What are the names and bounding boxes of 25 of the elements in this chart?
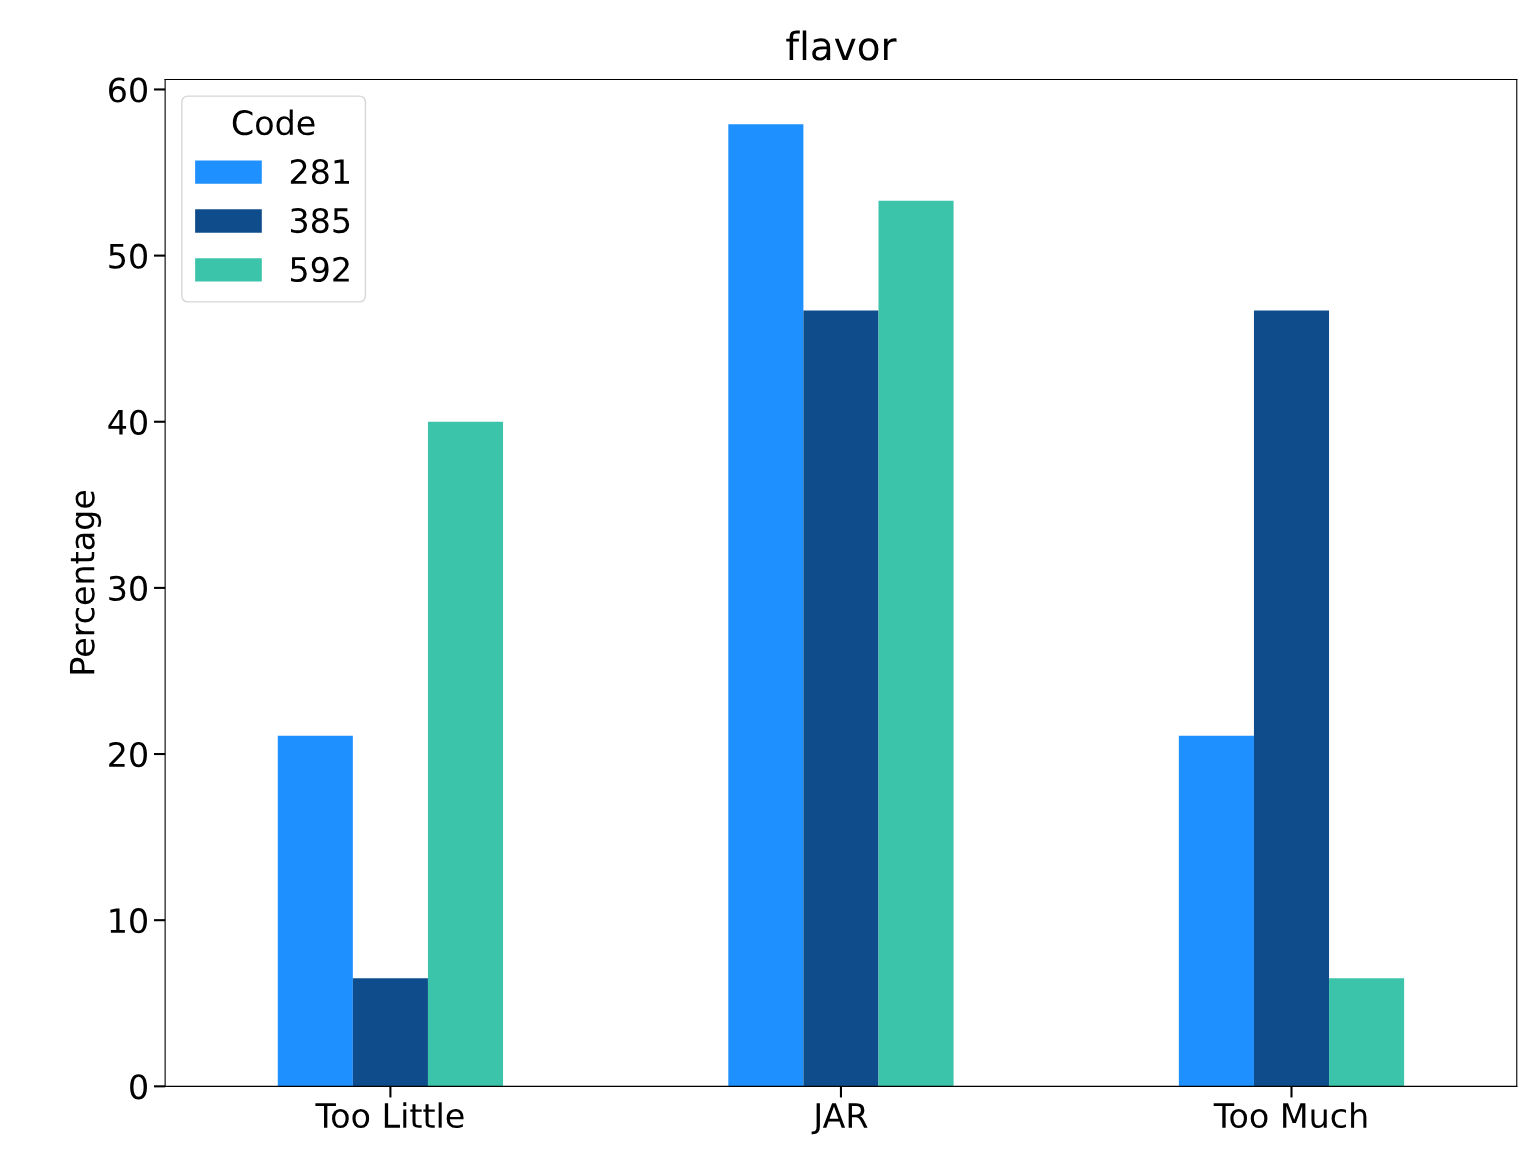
bar [277,735,353,1087]
bar [878,200,954,1087]
chart-title: flavor [786,30,897,61]
bar [803,310,879,1087]
legend-title: Code [232,109,315,136]
y-tick-label: 30 [109,575,147,602]
bar [1329,978,1405,1087]
bar [427,421,504,1087]
y-tick-label: 10 [110,908,147,934]
x-tick-label: Too Much [1213,1102,1367,1129]
x-tick-label: JAR [811,1103,868,1135]
y-axis-title: Percentage [69,490,102,674]
bar [728,124,804,1087]
y-tick-label: 60 [109,77,147,103]
legend-label: 385 [291,207,350,234]
legend-label: 281 [290,159,350,185]
legend-label: 592 [291,256,349,283]
bar [352,978,428,1087]
x-tick-label: Too Little [315,1102,464,1129]
bar [1253,310,1330,1087]
y-tick-label: 20 [109,741,147,768]
y-tick-label: 0 [130,1074,147,1100]
y-tick-label: 40 [108,409,147,435]
bar [1178,735,1254,1087]
y-tick-label: 50 [109,243,147,269]
